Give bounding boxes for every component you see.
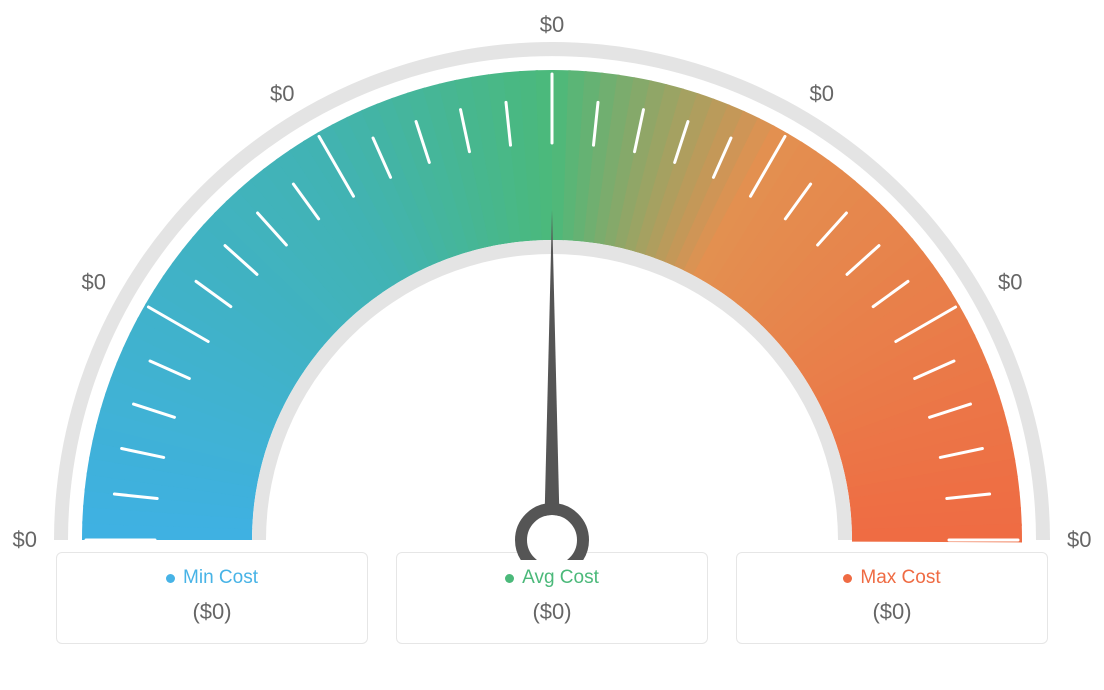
- avg-cost-label: Avg Cost: [522, 567, 599, 589]
- avg-cost-value: ($0): [397, 599, 707, 625]
- max-cost-card: Max Cost ($0): [736, 552, 1048, 644]
- avg-cost-card: Avg Cost ($0): [396, 552, 708, 644]
- svg-text:$0: $0: [13, 527, 37, 552]
- min-cost-dot: [166, 574, 175, 583]
- min-cost-label: Min Cost: [183, 567, 258, 589]
- max-cost-dot: [843, 574, 852, 583]
- legend-row: Min Cost ($0) Avg Cost ($0) Max Cost ($0…: [0, 552, 1104, 644]
- min-cost-title: Min Cost: [57, 567, 367, 589]
- max-cost-value: ($0): [737, 599, 1047, 625]
- gauge-svg: $0 $0 $0 $0 $0 $0 $0: [0, 0, 1104, 560]
- svg-text:$0: $0: [998, 270, 1022, 295]
- svg-text:$0: $0: [540, 12, 564, 37]
- svg-text:$0: $0: [810, 81, 834, 106]
- max-cost-title: Max Cost: [737, 567, 1047, 589]
- svg-text:$0: $0: [270, 81, 294, 106]
- min-cost-card: Min Cost ($0): [56, 552, 368, 644]
- min-cost-value: ($0): [57, 599, 367, 625]
- svg-text:$0: $0: [1067, 527, 1091, 552]
- gauge-chart: $0 $0 $0 $0 $0 $0 $0: [0, 0, 1104, 560]
- svg-text:$0: $0: [82, 270, 106, 295]
- avg-cost-dot: [505, 574, 514, 583]
- avg-cost-title: Avg Cost: [397, 567, 707, 589]
- max-cost-label: Max Cost: [860, 567, 940, 589]
